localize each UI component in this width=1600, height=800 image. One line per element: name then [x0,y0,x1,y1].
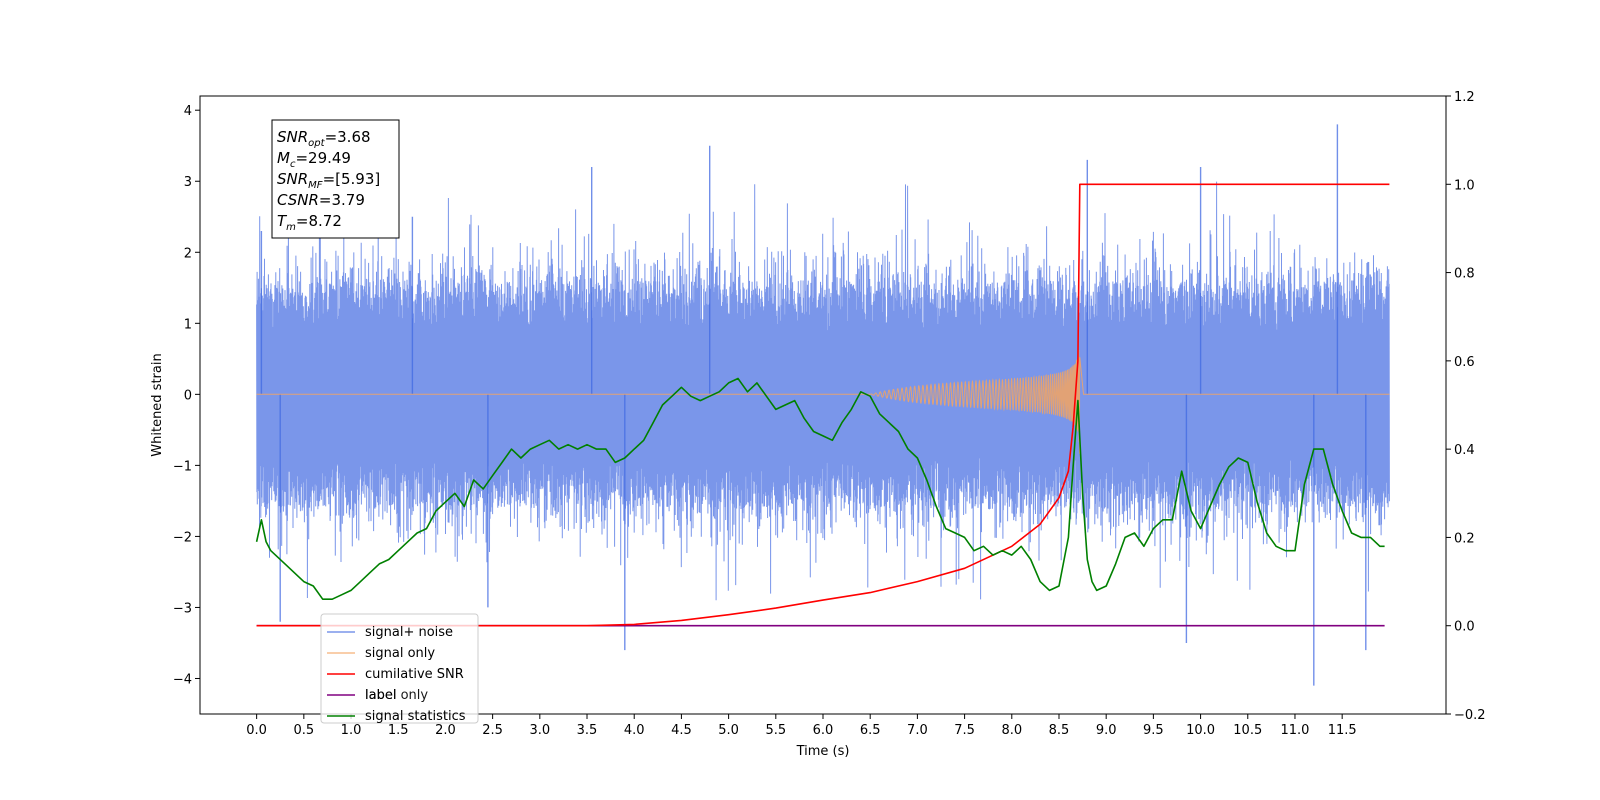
legend-frame [320,613,479,724]
legend-entry-label: label only [365,688,428,703]
signal-only-line [256,349,1390,454]
y-tick-label: −4 [173,672,192,687]
y-tick-label: −1 [173,459,192,474]
y2-tick-label: −0.2 [1454,708,1486,723]
y-tick-label: 2 [184,246,192,261]
y2-tick-label: 0.4 [1454,443,1475,458]
y-axis-ticks: −4 −3 −2 −1 0 1 2 3 4 [173,104,200,687]
x-tick-label: 10.5 [1233,723,1262,738]
x-tick-label: 6.5 [860,723,881,738]
series-cumilative-snr-line [256,183,1390,627]
x-tick-label: 6.0 [813,723,834,738]
series-signal-noise [256,124,1390,686]
y2-axis-ticks: −0.2 0.0 0.2 0.4 0.6 0.8 1.0 1.2 [1446,90,1486,723]
x-tick-label: 3.0 [529,723,550,738]
info-annotation-box: SNRopt=3.68Mc=29.49SNRMF=[5.93]CSNR=3.79… [271,119,400,239]
x-tick-label: 9.0 [1096,723,1117,738]
info-box-frame [271,119,400,239]
x-tick-label: 2.0 [435,723,456,738]
y-tick-label: 1 [184,317,192,332]
x-tick-label: 5.5 [765,723,786,738]
y-axis-label: Whitened strain [150,353,165,456]
x-tick-label: 8.0 [1001,723,1022,738]
x-tick-label: 11.5 [1328,723,1357,738]
y2-tick-label: 1.0 [1454,178,1475,193]
y2-tick-label: 0.0 [1454,620,1475,635]
info-line: Mc=29.49 [277,149,351,170]
x-tick-label: 0.5 [293,723,314,738]
x-tick-label: 4.0 [624,723,645,738]
y-tick-label: 3 [184,175,192,190]
x-tick-label: 3.5 [577,723,598,738]
x-tick-label: 4.5 [671,723,692,738]
x-axis-label: Time (s) [796,744,850,759]
x-tick-label: 7.5 [954,723,975,738]
info-line: SNRopt=3.68 [277,128,371,149]
info-line: CSNR=3.79 [277,191,365,209]
y-tick-label: −3 [173,601,192,616]
x-tick-label: 10.0 [1186,723,1215,738]
x-tick-label: 9.5 [1143,723,1164,738]
series-signal-only [256,349,1390,454]
signal-noise-line [256,181,1390,601]
x-tick-label: 2.5 [482,723,503,738]
x-tick-label: 0.0 [246,723,267,738]
y-tick-label: −2 [173,530,192,545]
series-signal-statistics-line [255,377,1385,600]
x-tick-label: 11.0 [1280,723,1309,738]
x-tick-label: 7.0 [907,723,928,738]
x-tick-label: 8.5 [1049,723,1070,738]
legend-entry-label: signal+ noise [365,625,453,640]
y2-tick-label: 0.6 [1454,355,1475,370]
legend: signal+ noise signal only cumilative SNR la… [320,613,479,724]
legend-entry-label: label [365,688,396,703]
legend-entry-label: cumilative SNR [365,667,464,682]
legend-entry-label: signal statistics [365,709,466,724]
info-line: Tm=8.72 [277,212,342,233]
info-line: SNRMF=[5.93] [277,170,380,191]
x-axis-ticks: 0.0 0.5 1.0 1.5 2.0 2.5 3.0 3.5 4.0 4.5 5.0 5.5 6.0 6… [246,714,1357,738]
x-tick-label: 5.0 [718,723,739,738]
y-tick-label: 4 [184,104,192,119]
x-tick-label: 1.5 [388,723,409,738]
legend-entry-label: signal only [365,646,435,661]
y-tick-label: 0 [184,388,192,403]
y2-tick-label: 1.2 [1454,90,1475,105]
y2-tick-label: 0.2 [1454,531,1475,546]
x-tick-label: 1.0 [341,723,362,738]
y2-tick-label: 0.8 [1454,267,1475,282]
